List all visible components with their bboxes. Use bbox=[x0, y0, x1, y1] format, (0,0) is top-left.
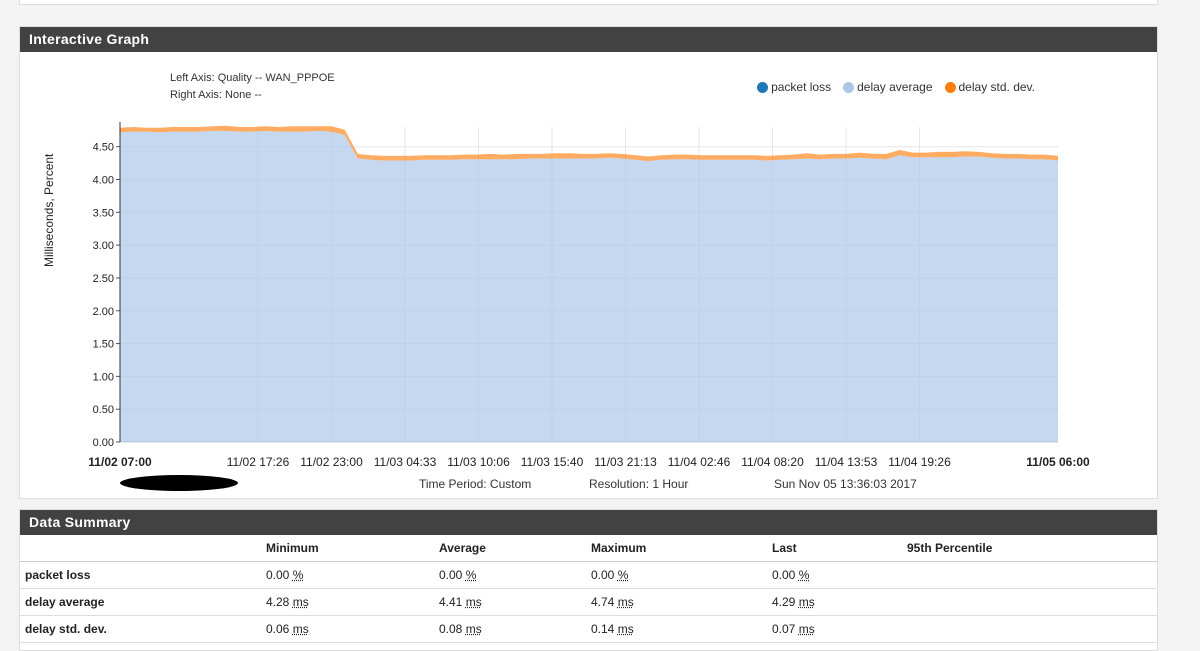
x-tick-label: 11/04 08:20 bbox=[741, 455, 804, 469]
data-summary-title: Data Summary bbox=[20, 510, 1157, 535]
summary-unit: ms bbox=[465, 622, 482, 636]
y-tick-label: 2.00 bbox=[93, 306, 114, 318]
y-tick-label: 0.50 bbox=[93, 404, 114, 416]
header-maximum: Maximum bbox=[591, 535, 772, 562]
legend-delay-average-label: delay average bbox=[857, 80, 933, 94]
summary-cell: 4.41 ms bbox=[439, 588, 591, 616]
summary-cell-95th bbox=[907, 615, 1157, 643]
x-tick-label: 11/03 04:33 bbox=[374, 455, 437, 469]
summary-cell: 0.00 % bbox=[591, 561, 772, 589]
summary-cell: 0.00 % bbox=[439, 561, 591, 589]
summary-unit: % bbox=[798, 568, 810, 582]
left-axis-label: Left Axis: Quality -- WAN_PPPOE bbox=[170, 72, 335, 84]
summary-corner bbox=[20, 535, 266, 562]
redacted-text bbox=[120, 475, 238, 491]
y-tick-label: 0.00 bbox=[93, 437, 114, 449]
header-95th-percentile: 95th Percentile bbox=[907, 535, 1157, 562]
summary-cell: 0.06 ms bbox=[266, 615, 439, 643]
chart-legend: packet loss delay average delay std. dev… bbox=[757, 80, 1035, 94]
summary-unit: ms bbox=[292, 595, 309, 609]
y-tick-label: 3.00 bbox=[93, 240, 114, 252]
header-last: Last bbox=[772, 535, 907, 562]
header-average: Average bbox=[439, 535, 591, 562]
delay-average-dot-icon bbox=[843, 81, 855, 93]
delay-average-area bbox=[120, 130, 1058, 442]
summary-cell: 0.00 % bbox=[266, 561, 439, 589]
y-tick-label: 1.50 bbox=[93, 339, 114, 351]
summary-unit: ms bbox=[798, 595, 815, 609]
summary-unit: ms bbox=[798, 622, 815, 636]
previous-panel-edge bbox=[19, 0, 1158, 5]
summary-unit: % bbox=[292, 568, 304, 582]
summary-cell: 0.14 ms bbox=[591, 615, 772, 643]
x-tick-label: 11/02 23:00 bbox=[300, 455, 363, 469]
y-tick-label: 4.50 bbox=[93, 142, 114, 154]
summary-cell-95th bbox=[907, 561, 1157, 589]
summary-row-label: packet loss bbox=[20, 561, 266, 589]
summary-unit: % bbox=[465, 568, 477, 582]
y-tick-label: 4.00 bbox=[93, 175, 114, 187]
summary-cell: 0.00 % bbox=[772, 561, 907, 589]
summary-row: delay average 4.28 ms 4.41 ms 4.74 ms 4.29 m… bbox=[20, 588, 1157, 616]
summary-header-row: Minimum Average Maximum Last 95th Percen… bbox=[20, 535, 1157, 562]
interactive-graph-panel: Interactive Graph Left Axis: Quality -- … bbox=[19, 26, 1158, 499]
interactive-graph-title: Interactive Graph bbox=[20, 27, 1157, 52]
y-tick-label: 3.50 bbox=[93, 207, 114, 219]
summary-cell: 0.08 ms bbox=[439, 615, 591, 643]
summary-value: 4.28 bbox=[266, 595, 293, 609]
x-tick-label: 11/04 02:46 bbox=[668, 455, 731, 469]
summary-value: 0.00 bbox=[772, 568, 799, 582]
legend-delay-std-dev[interactable]: delay std. dev. bbox=[944, 80, 1036, 94]
x-tick-label: 11/05 06:00 bbox=[1026, 455, 1090, 469]
summary-row: packet loss 0.00 % 0.00 % 0.00 % 0.00 % bbox=[20, 561, 1157, 589]
resolution: Resolution: 1 Hour bbox=[589, 477, 689, 491]
summary-cell: 0.07 ms bbox=[772, 615, 907, 643]
summary-row-label: delay average bbox=[20, 588, 266, 616]
x-tick-label: 11/03 10:06 bbox=[447, 455, 510, 469]
summary-unit: % bbox=[617, 568, 629, 582]
delay-std-dev-area bbox=[120, 125, 1058, 162]
summary-value: 0.00 bbox=[591, 568, 618, 582]
summary-unit: ms bbox=[617, 622, 634, 636]
summary-value: 0.08 bbox=[439, 622, 466, 636]
right-axis-label: Right Axis: None -- bbox=[170, 89, 262, 101]
legend-delay-average[interactable]: delay average bbox=[843, 80, 933, 94]
summary-value: 0.07 bbox=[772, 622, 799, 636]
summary-value: 0.06 bbox=[266, 622, 293, 636]
x-tick-label: 11/03 21:13 bbox=[594, 455, 657, 469]
summary-cell: 4.29 ms bbox=[772, 588, 907, 616]
summary-cell: 4.74 ms bbox=[591, 588, 772, 616]
x-tick-label: 11/02 07:00 bbox=[88, 455, 152, 469]
summary-unit: ms bbox=[617, 595, 634, 609]
header-minimum: Minimum bbox=[266, 535, 439, 562]
delay-std-dev-dot-icon bbox=[944, 81, 956, 93]
summary-value: 0.00 bbox=[266, 568, 293, 582]
x-tick-label: 11/04 13:53 bbox=[815, 455, 878, 469]
summary-row-label: delay std. dev. bbox=[20, 615, 266, 643]
legend-packet-loss[interactable]: packet loss bbox=[757, 80, 831, 94]
x-tick-label: 11/02 17:26 bbox=[227, 455, 290, 469]
summary-row: delay std. dev. 0.06 ms 0.08 ms 0.14 ms 0.07… bbox=[20, 615, 1157, 643]
summary-cell: 4.28 ms bbox=[266, 588, 439, 616]
summary-value: 0.00 bbox=[439, 568, 466, 582]
time-period: Time Period: Custom bbox=[419, 477, 532, 491]
x-tick-label: 11/03 15:40 bbox=[521, 455, 584, 469]
chart-plot[interactable]: 0.00 0.50 1.00 1.50 2.00 2.50 3.00 3.50 4.00 4.50… bbox=[20, 52, 1157, 472]
summary-table: Minimum Average Maximum Last 95th Percen… bbox=[20, 535, 1157, 643]
x-tick-label: 11/04 19:26 bbox=[888, 455, 951, 469]
y-tick-label: 2.50 bbox=[93, 273, 114, 285]
summary-value: 4.74 bbox=[591, 595, 618, 609]
packet-loss-dot-icon bbox=[757, 81, 769, 93]
summary-value: 0.14 bbox=[591, 622, 618, 636]
summary-value: 4.41 bbox=[439, 595, 466, 609]
summary-unit: ms bbox=[292, 622, 309, 636]
legend-packet-loss-label: packet loss bbox=[771, 80, 832, 94]
y-tick-label: 1.00 bbox=[93, 371, 114, 383]
summary-value: 4.29 bbox=[772, 595, 799, 609]
graph-timestamp: Sun Nov 05 13:36:03 2017 bbox=[774, 477, 917, 491]
summary-unit: ms bbox=[465, 595, 482, 609]
summary-cell-95th bbox=[907, 588, 1157, 616]
data-summary-panel: Data Summary Minimum Average Maximum Las… bbox=[19, 509, 1158, 651]
legend-delay-std-dev-label: delay std. dev. bbox=[958, 80, 1036, 94]
